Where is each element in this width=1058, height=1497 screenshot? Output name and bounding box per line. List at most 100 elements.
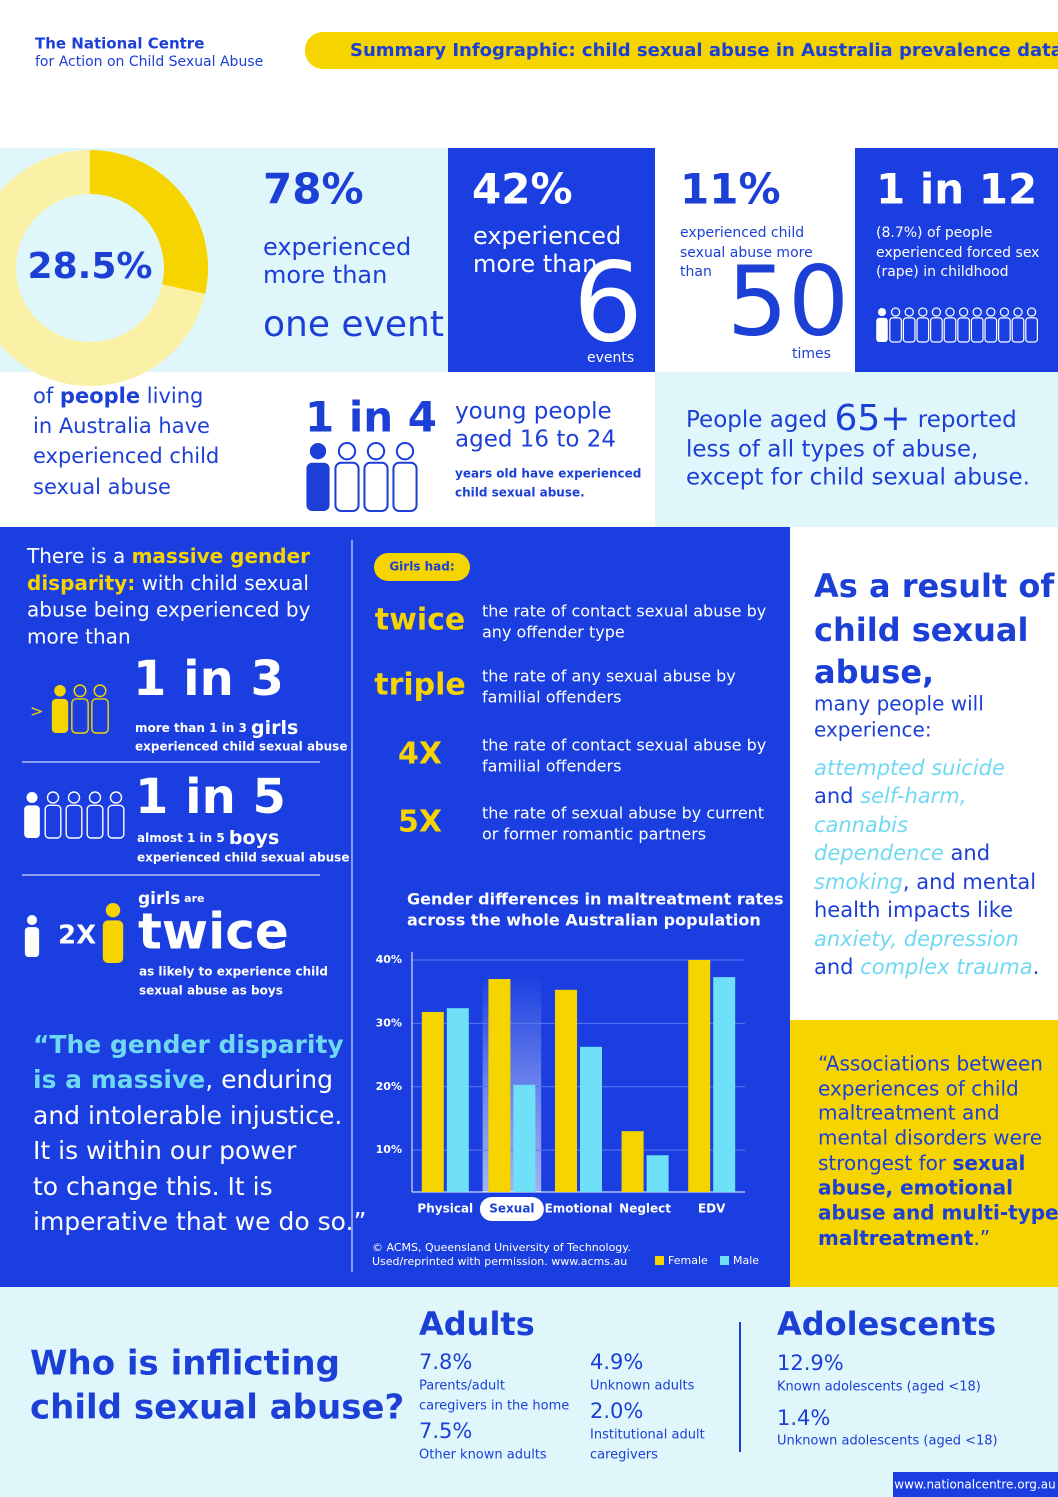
perp-value: 1.4% (777, 1406, 830, 1430)
intro-text: more than (27, 625, 131, 649)
text-span: girls (251, 717, 298, 739)
backgrounds (0, 32, 1058, 1497)
stat-note: almost 1 in 5 boys (137, 827, 279, 849)
person-icon (26, 915, 38, 926)
y-tick-label: 30% (376, 1016, 402, 1029)
pie-label: 28.5% (28, 246, 153, 287)
multiplier: triple (374, 668, 466, 703)
text-span: and (944, 841, 990, 865)
person-icon (105, 903, 121, 918)
stat-text: aged 16 to 24 (455, 427, 616, 453)
pill-label: Girls had: (389, 560, 454, 574)
bg-box3 (655, 148, 855, 372)
text-span: , enduring (205, 1065, 333, 1094)
bar (646, 1155, 669, 1192)
stat-note: experienced child sexual abuse (135, 740, 347, 754)
text-span: .” (973, 1226, 990, 1250)
text-span: massive gender (132, 544, 311, 568)
quote-text: “The gender disparity (33, 1030, 344, 1059)
text-span: People aged (686, 407, 834, 433)
stat-text: experienced child (680, 225, 804, 241)
assoc-text: abuse, emotional (818, 1176, 1013, 1200)
stat-value: twice (138, 903, 289, 961)
perp-label: Other known adults (419, 1448, 547, 1463)
person-icon (93, 684, 107, 698)
stat-note: as likely to experience child (139, 965, 328, 979)
list-text: anxiety, depression (814, 927, 1019, 951)
perp-value: 7.5% (419, 1419, 472, 1443)
bar (555, 989, 577, 1192)
perp-label: Known adolescents (aged <18) (777, 1380, 981, 1395)
text-span: smoking (814, 870, 903, 894)
heading: abuse, (814, 653, 934, 691)
person-icon (88, 791, 102, 804)
person-icon (46, 791, 60, 804)
text-span: is a massive (33, 1065, 205, 1094)
person-icon (363, 461, 389, 513)
y-tick-label: 40% (376, 953, 402, 966)
x-tick-label: Neglect (619, 1202, 671, 1216)
stat-text: sexual abuse more (680, 245, 813, 261)
footer-url: www.nationalcentre.org.au (894, 1478, 1055, 1492)
intro-text: There is a massive gender (26, 544, 310, 568)
row-text: or former romantic partners (482, 825, 706, 844)
stat-text: (rape) in childhood (876, 264, 1009, 280)
text-span: 65+ (834, 398, 910, 439)
person-icon (1011, 317, 1025, 343)
row-text: the rate of any sexual abuse by (482, 667, 736, 686)
person-icon (337, 441, 357, 461)
text-span: and (814, 784, 860, 808)
girls-had-rows: twice the rate of contact sexual abuse by… (374, 602, 766, 844)
intro-text: abuse being experienced by (27, 598, 311, 622)
heading: As a result of (814, 567, 1055, 605)
person-icon (73, 684, 87, 698)
text-span: girls (138, 889, 180, 909)
chart-title: Gender differences in maltreatment rates (407, 890, 784, 909)
older-text: except for child sexual abuse. (686, 465, 1030, 491)
bar (713, 977, 736, 1192)
text-span: dependence (814, 841, 944, 865)
quote-text: to change this. It is (33, 1172, 273, 1201)
bar (488, 979, 511, 1192)
person-icon (71, 698, 89, 734)
person-icon (998, 317, 1011, 343)
perp-value: 2.0% (590, 1399, 643, 1423)
bar (621, 1131, 644, 1192)
person-icon (102, 920, 124, 963)
group-title: Adults (419, 1305, 535, 1343)
stat-note: child sexual abuse. (455, 486, 585, 500)
person-icon (945, 307, 955, 317)
bar (421, 1011, 444, 1192)
bar (446, 1008, 469, 1192)
pie-hole (16, 194, 164, 342)
stat-note: girls are (138, 889, 204, 909)
stat-value: 11% (680, 165, 781, 214)
title-pill (305, 32, 1058, 69)
list-text: smoking, and mental (814, 870, 1036, 894)
person-icon (876, 317, 888, 342)
stat-text: experienced forced sex (876, 245, 1039, 261)
person-icon (970, 317, 984, 343)
row-text: the rate of sexual abuse by current (482, 804, 764, 823)
person-icon (91, 698, 109, 734)
stat-note: sexual abuse as boys (139, 984, 283, 998)
person-icon (26, 792, 38, 804)
stat-big: one event (263, 304, 444, 345)
y-tick-label: 10% (376, 1143, 402, 1156)
bg-bottom (0, 1287, 1058, 1497)
person-icon (51, 698, 69, 733)
list-text: and self-harm, (814, 784, 966, 808)
assoc-text: mental disorders were (818, 1126, 1042, 1150)
stat-big: 6 (573, 238, 643, 366)
row-text: the rate of contact sexual abuse by (482, 602, 766, 621)
person-icon (918, 307, 928, 317)
row-text: the rate of contact sexual abuse by (482, 736, 766, 755)
prevalence-text: of people living (33, 384, 203, 408)
stat-text: young people (455, 399, 612, 425)
heading: child sexual abuse? (30, 1388, 404, 1428)
girls-had-pill (374, 553, 470, 581)
person-icon (958, 307, 969, 317)
bar-chart: 10% 20% 30% 40% Physical Sexual Emotional Negle… (376, 952, 759, 1267)
stat-value: 78% (263, 165, 364, 214)
stat-text: more than (263, 261, 387, 289)
